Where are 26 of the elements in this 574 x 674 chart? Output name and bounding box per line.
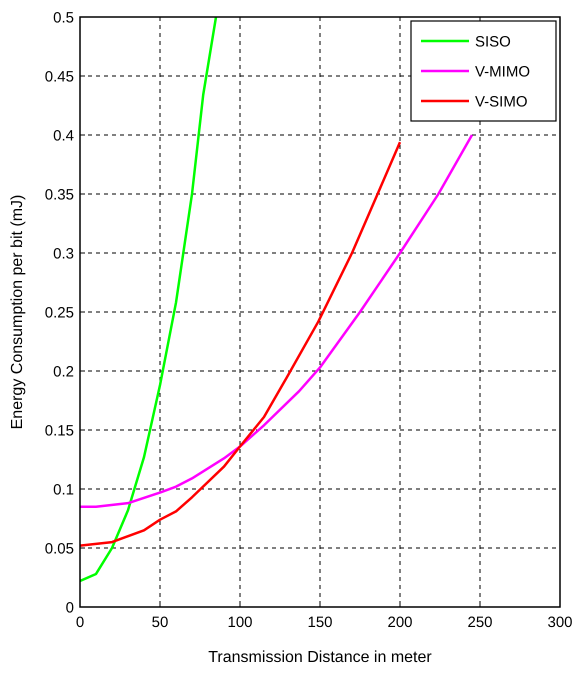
y-tick-label: 0.15 [44, 422, 74, 440]
x-axis-title: Transmission Distance in meter [208, 649, 432, 666]
line-series [80, 140, 402, 547]
y-tick-label: 0 [66, 599, 74, 616]
y-tick-label: 0.45 [44, 68, 74, 86]
legend-label: SISO [475, 33, 511, 50]
x-tick-label: 100 [227, 614, 253, 631]
legend-label: V-MIMO [475, 63, 530, 80]
x-tick-label: 200 [387, 614, 413, 631]
y-tick-label: 0.1 [53, 481, 74, 498]
legend-label: V-SIMO [475, 93, 528, 110]
x-tick-label: 0 [76, 614, 84, 631]
line-series [80, 17, 218, 582]
y-tick-label: 0.25 [44, 304, 74, 322]
y-tick-label: 0.4 [53, 127, 74, 144]
x-tick-label: 300 [547, 614, 573, 631]
y-tick-label: 0.35 [44, 186, 74, 204]
x-tick-label: 250 [467, 614, 493, 631]
y-tick-label: 0.3 [53, 245, 74, 262]
y-tick-label: 0.05 [44, 540, 74, 558]
y-axis-title: Energy Consumption per bit (mJ) [9, 194, 26, 430]
x-tick-label: 150 [307, 614, 333, 631]
line-series [80, 134, 474, 508]
x-tick-label: 50 [152, 614, 168, 631]
y-tick-label: 0.5 [53, 9, 74, 26]
y-tick-label: 0.2 [53, 363, 74, 380]
